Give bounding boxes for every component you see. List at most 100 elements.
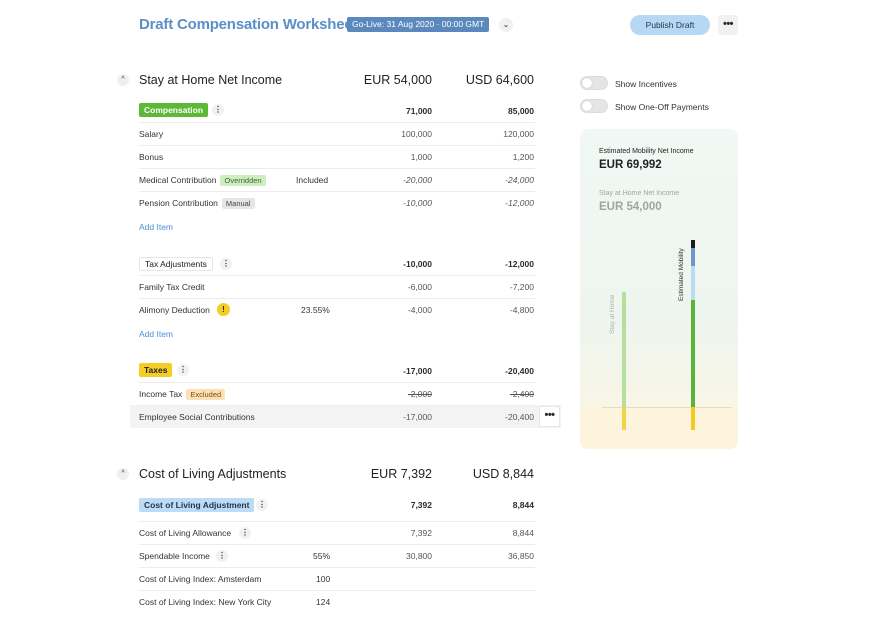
row-eur: -17,000: [403, 412, 432, 422]
show-incentives-toggle[interactable]: [580, 76, 608, 90]
row-mid-value: Included: [296, 175, 329, 185]
row-usd: 120,000: [503, 129, 534, 139]
row-label: Salary: [139, 129, 164, 139]
income-comparison-panel: Estimated Mobility Net Income EUR 69,992…: [580, 129, 738, 449]
row-usd: 1,200: [512, 152, 534, 162]
warning-icon[interactable]: !: [217, 303, 230, 316]
row-usd: -4,800: [509, 305, 534, 315]
kebab-menu-icon[interactable]: ⋮: [220, 258, 232, 270]
row-mid-value: 23.55%: [301, 305, 330, 315]
row-eur: 1,000: [410, 152, 432, 162]
row-more-button[interactable]: •••: [539, 406, 560, 427]
kebab-menu-icon[interactable]: ⋮: [177, 364, 189, 376]
home-value: EUR 54,000: [599, 201, 662, 213]
table-row[interactable]: Pension Contribution Manual -10,000 -12,0…: [139, 191, 535, 214]
show-one-off-toggle[interactable]: [580, 99, 608, 113]
row-label: Spendable Income: [139, 551, 210, 561]
table-row[interactable]: Salary 100,000 120,000: [139, 122, 535, 145]
row-eur: -2,000: [407, 389, 432, 399]
publish-draft-button[interactable]: Publish Draft: [630, 15, 710, 35]
home-bar-negative: [622, 407, 626, 430]
home-bar-positive: [622, 292, 626, 407]
row-hover-highlight: [130, 405, 561, 428]
collapse-section-icon[interactable]: ^: [117, 468, 129, 480]
row-mid-value: 55%: [313, 551, 331, 561]
table-row[interactable]: Income Tax Excluded -2,000 -2,400: [139, 382, 535, 405]
table-row[interactable]: Cost of Living Index: New York City 124: [139, 590, 535, 613]
go-live-badge[interactable]: Go-Live: 31 Aug 2020 · 00:00 GMT: [347, 17, 490, 32]
kebab-menu-icon[interactable]: ⋮: [212, 104, 224, 116]
tax-adjustments-badge: Tax Adjustments: [139, 257, 213, 271]
table-row[interactable]: Employee Social Contributions -17,000 -2…: [139, 405, 535, 428]
row-label: Income Tax Excluded: [139, 389, 226, 400]
taxes-badge: Taxes: [139, 363, 173, 377]
mobility-bar-segment: [691, 248, 695, 266]
compensation-total-usd: 85,000: [508, 106, 534, 116]
section-title-stay-at-home: Stay at Home Net Income: [139, 73, 283, 87]
row-label: Family Tax Credit: [139, 282, 205, 292]
more-options-button[interactable]: •••: [718, 15, 738, 35]
row-eur: -20,000: [403, 175, 432, 185]
row-eur: 7,392: [410, 528, 432, 538]
home-label: Stay at Home Net Income: [599, 190, 680, 197]
mobility-bar-segment: [691, 240, 695, 248]
add-item-link[interactable]: Add Item: [139, 222, 174, 232]
toggle-label: Show Incentives: [615, 79, 677, 89]
mobility-bar-segment: [691, 300, 695, 407]
estimated-value: EUR 69,992: [599, 159, 662, 171]
table-row[interactable]: Family Tax Credit -6,000 -7,200: [139, 275, 535, 298]
row-usd: -7,200: [509, 282, 534, 292]
row-label-text: Pension Contribution: [139, 198, 218, 208]
estimated-label: Estimated Mobility Net Income: [599, 148, 694, 155]
row-eur: -6,000: [407, 282, 432, 292]
table-row[interactable]: Medical Contribution Overridden Included …: [139, 168, 535, 191]
taxes-total-usd: -20,400: [505, 366, 534, 376]
row-label: Pension Contribution Manual: [139, 198, 255, 209]
col-adjust-total-usd: 8,844: [512, 500, 534, 510]
compensation-badge: Compensation: [139, 103, 209, 117]
mobility-bar-label: Estimated Mobility: [678, 248, 685, 301]
row-label: Employee Social Contributions: [139, 412, 255, 422]
kebab-menu-icon[interactable]: ⋮: [216, 550, 228, 562]
section-total-eur: EUR 54,000: [363, 73, 432, 87]
chevron-down-icon[interactable]: ⌄: [499, 18, 513, 32]
section-total-usd: USD 8,844: [472, 467, 534, 481]
row-label: Medical Contribution Overridden: [139, 175, 266, 186]
home-bar-label: Stay at Home: [609, 294, 616, 334]
table-row[interactable]: Spendable Income 55% 30,800 36,850: [139, 544, 535, 567]
compensation-total-eur: 71,000: [406, 106, 432, 116]
baseline: [602, 407, 732, 408]
row-mid-value: 124: [316, 597, 331, 607]
table-row[interactable]: Cost of Living Index: Amsterdam 100: [139, 567, 535, 590]
row-usd: -24,000: [505, 175, 534, 185]
row-usd: 36,850: [508, 551, 534, 561]
row-label: Cost of Living Allowance: [139, 528, 232, 538]
table-row[interactable]: Alimony Deduction 23.55% -4,000 -4,800: [139, 298, 535, 321]
row-label: Alimony Deduction: [139, 305, 210, 315]
excluded-tag: Excluded: [186, 389, 226, 400]
add-item-link[interactable]: Add Item: [139, 329, 174, 339]
row-label-text: Medical Contribution: [139, 175, 217, 185]
row-label: Cost of Living Index: New York City: [139, 597, 272, 607]
row-label: Bonus: [139, 152, 164, 162]
kebab-menu-icon[interactable]: ⋮: [256, 499, 268, 511]
tax-adjustments-total-eur: -10,000: [403, 259, 432, 269]
row-label-text: Income Tax: [139, 389, 183, 399]
row-usd: 8,844: [512, 528, 534, 538]
table-row[interactable]: Cost of Living Allowance 7,392 8,844: [139, 521, 535, 544]
row-usd: -20,400: [505, 412, 534, 422]
page-title: Draft Compensation Worksheet: [139, 16, 358, 33]
overridden-tag: Overridden: [220, 175, 266, 186]
table-row[interactable]: Bonus 1,000 1,200: [139, 145, 535, 168]
row-eur: -10,000: [403, 198, 432, 208]
toggle-label: Show One-Off Payments: [615, 102, 709, 112]
row-usd: -2,400: [509, 389, 534, 399]
panel-baseline-area: [580, 408, 738, 449]
kebab-menu-icon[interactable]: ⋮: [239, 527, 251, 539]
collapse-section-icon[interactable]: ^: [117, 74, 129, 86]
tax-adjustments-total-usd: -12,000: [505, 259, 534, 269]
mobility-bar-segment: [691, 266, 695, 300]
col-adjust-total-eur: 7,392: [410, 500, 432, 510]
row-eur: 30,800: [406, 551, 432, 561]
row-usd: -12,000: [505, 198, 534, 208]
